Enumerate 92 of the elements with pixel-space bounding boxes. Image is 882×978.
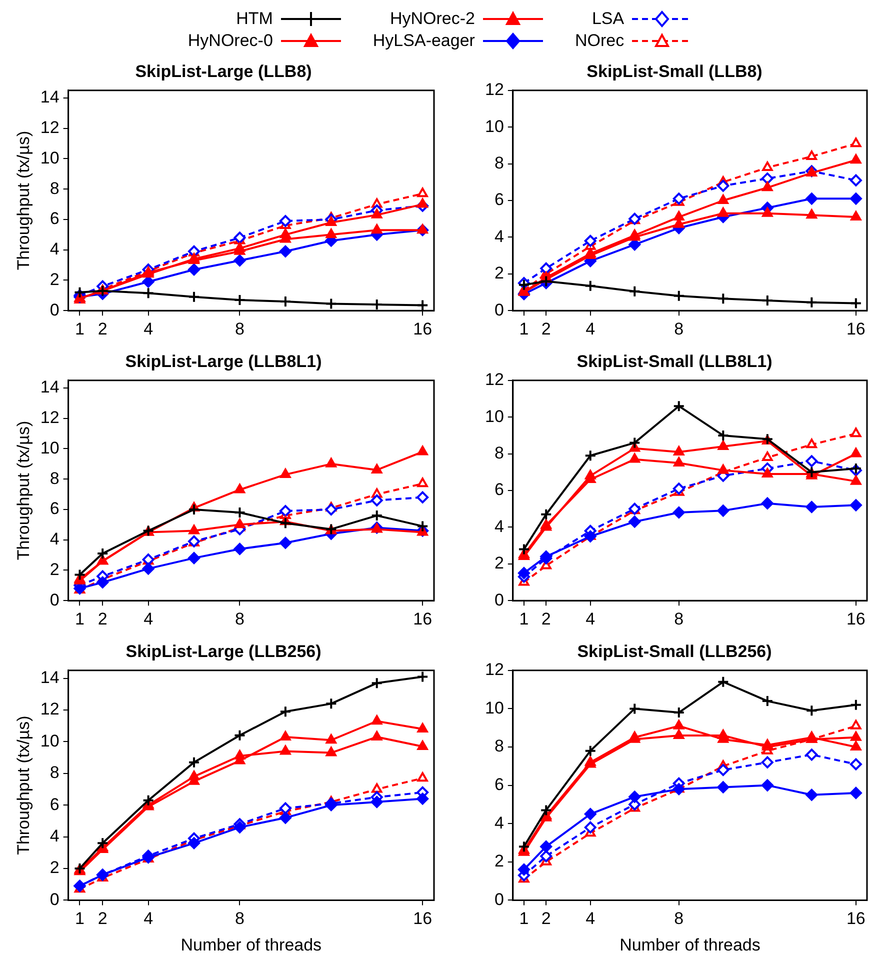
chart-title: SkipList-Small (LLB8): [586, 62, 762, 81]
x-tick-label: 8: [674, 319, 684, 338]
y-tick-label: 2: [494, 852, 504, 871]
x-tick-label: 16: [846, 909, 866, 928]
y-tick-label: 0: [494, 300, 504, 320]
y-tick-label: 10: [484, 116, 504, 136]
x-tick-label: 8: [674, 609, 684, 628]
legend-label: HyNOrec-0: [188, 31, 273, 51]
x-tick-label: 1: [75, 609, 84, 628]
y-tick-label: 4: [494, 516, 504, 536]
y-tick-label: 8: [494, 443, 504, 462]
y-tick-label: 10: [40, 731, 60, 750]
x-tick-label: 4: [144, 319, 154, 338]
x-tick-label: 2: [98, 609, 108, 628]
y-tick-label: 4: [50, 240, 60, 259]
x-tick-label: 2: [541, 609, 551, 628]
y-tick-label: 2: [494, 554, 504, 573]
y-tick-label: 6: [494, 190, 504, 210]
y-tick-label: 10: [484, 406, 504, 426]
y-tick-label: 10: [40, 438, 60, 458]
x-axis-title: Number of threads: [180, 935, 322, 954]
x-tick-label: 2: [541, 319, 551, 338]
chart-title: SkipList-Small (LLB8L1): [576, 352, 772, 371]
legend-label: NOrec: [574, 31, 624, 51]
y-tick-label: 6: [50, 209, 60, 228]
y-tick-label: 14: [40, 668, 60, 688]
y-tick-label: 0: [50, 300, 60, 320]
x-tick-label: 8: [674, 909, 684, 928]
y-tick-label: 12: [484, 80, 504, 100]
y-tick-label: 14: [40, 378, 60, 397]
y-tick-label: 2: [50, 858, 60, 878]
y-axis-title: Throughput (tx/µs): [14, 716, 33, 855]
x-tick-label: 1: [75, 909, 84, 928]
x-tick-label: 16: [413, 909, 432, 928]
legend-label: HyLSA-eager: [372, 31, 475, 51]
x-tick-label: 16: [846, 609, 866, 628]
x-tick-label: 4: [586, 319, 596, 338]
y-tick-label: 12: [40, 408, 60, 428]
y-tick-label: 12: [40, 118, 60, 138]
legend-label: HTM: [236, 9, 273, 29]
y-tick-label: 4: [50, 826, 60, 846]
x-axis-title: Number of threads: [620, 935, 760, 954]
legend-label: LSA: [592, 9, 624, 29]
y-tick-label: 4: [494, 813, 504, 832]
x-tick-label: 2: [98, 909, 108, 928]
y-tick-label: 2: [50, 270, 60, 289]
y-tick-label: 0: [494, 890, 504, 909]
y-tick-label: 8: [494, 153, 504, 172]
x-tick-label: 16: [846, 319, 866, 338]
chart-title: SkipList-Large (LLB8L1): [125, 352, 322, 371]
x-tick-label: 4: [586, 609, 596, 628]
x-tick-label: 8: [234, 319, 244, 338]
y-tick-label: 2: [494, 264, 504, 283]
y-tick-label: 2: [50, 560, 60, 579]
x-tick-label: 1: [75, 319, 84, 338]
x-tick-label: 8: [234, 909, 244, 928]
x-tick-label: 2: [98, 319, 108, 338]
y-tick-label: 8: [50, 763, 60, 782]
y-tick-label: 10: [40, 148, 60, 168]
y-tick-label: 0: [50, 590, 60, 610]
y-tick-label: 4: [494, 226, 504, 246]
y-tick-label: 4: [50, 530, 60, 549]
x-tick-label: 16: [413, 319, 432, 338]
x-tick-label: 4: [586, 909, 596, 928]
x-tick-label: 4: [144, 909, 154, 928]
y-tick-label: 6: [494, 774, 504, 794]
y-tick-label: 6: [50, 499, 60, 518]
x-tick-label: 2: [541, 909, 551, 928]
y-tick-label: 8: [494, 736, 504, 756]
y-tick-label: 12: [484, 660, 504, 680]
y-tick-label: 0: [494, 590, 504, 610]
y-tick-label: 6: [50, 794, 60, 814]
y-tick-label: 12: [484, 370, 504, 390]
chart-title: SkipList-Small (LLB256): [577, 642, 772, 661]
legend-label: HyNOrec-2: [390, 9, 475, 29]
x-tick-label: 1: [519, 609, 529, 628]
y-tick-label: 6: [494, 480, 504, 500]
y-axis-title: Throughput (tx/µs): [14, 420, 33, 560]
x-tick-label: 16: [413, 609, 432, 628]
y-tick-label: 10: [484, 698, 504, 718]
x-tick-label: 4: [144, 609, 154, 628]
chart-title: SkipList-Large (LLB256): [126, 642, 322, 661]
y-axis-title: Throughput (tx/µs): [14, 130, 33, 270]
chart-title: SkipList-Large (LLB8): [135, 62, 312, 81]
y-tick-label: 0: [50, 890, 60, 909]
y-tick-label: 12: [40, 700, 60, 719]
y-tick-label: 14: [40, 88, 60, 107]
y-tick-label: 8: [50, 468, 60, 488]
x-tick-label: 1: [519, 319, 529, 338]
x-tick-label: 1: [519, 909, 529, 928]
y-tick-label: 8: [50, 178, 60, 198]
x-tick-label: 8: [234, 609, 244, 628]
